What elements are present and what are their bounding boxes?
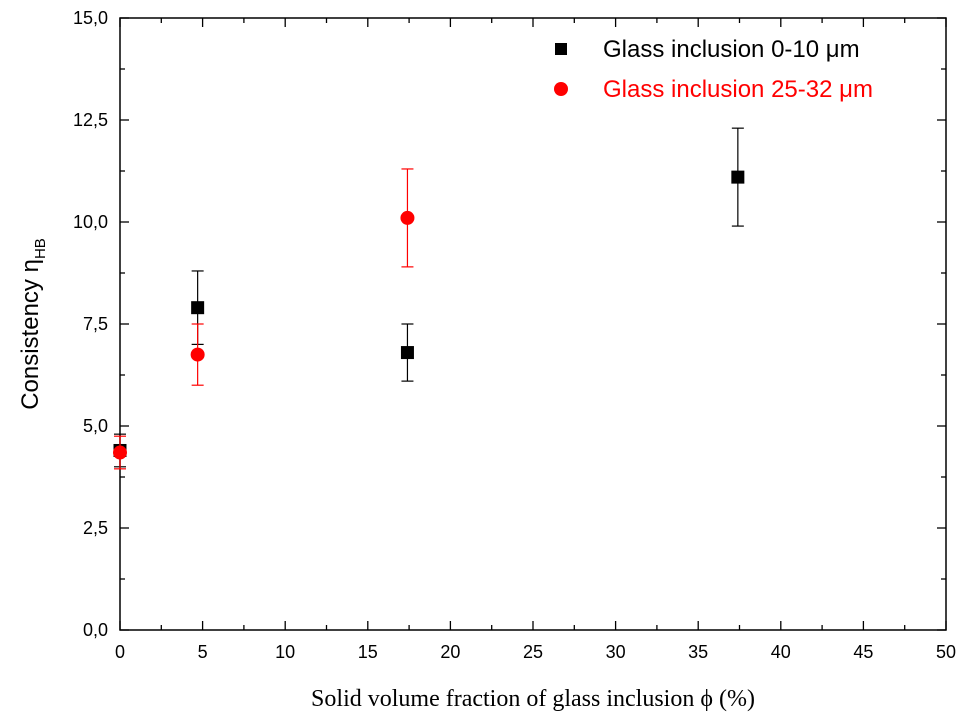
y-tick-label: 12,5 [73, 110, 108, 130]
x-tick-label: 15 [358, 642, 378, 662]
legend-marker-circle [554, 82, 568, 96]
axis-tick-labels: 0 5 10 15 20 25 30 35 40 45 50 0,0 2,5 5,0 7,5 10,0 12,5… [73, 8, 956, 662]
y-tick-label: 0,0 [83, 620, 108, 640]
y-tick-label: 10,0 [73, 212, 108, 232]
y-axis-label-main: Consistency η [17, 259, 44, 410]
data-point-circle [191, 348, 205, 362]
y-tick-label: 5,0 [83, 416, 108, 436]
y-axis-label-subscript: HB [32, 238, 49, 259]
x-tick-label: 50 [936, 642, 956, 662]
x-tick-label: 35 [688, 642, 708, 662]
data-points [113, 128, 744, 469]
y-tick-label: 7,5 [83, 314, 108, 334]
x-tick-label: 30 [606, 642, 626, 662]
y-axis-label: Consistency ηHB [17, 238, 49, 410]
data-point-circle [113, 446, 127, 460]
legend-label-series-1: Glass inclusion 0-10 μm [603, 36, 860, 63]
x-tick-label: 45 [853, 642, 873, 662]
x-tick-label: 5 [198, 642, 208, 662]
axis-ticks [120, 18, 946, 630]
x-tick-label: 25 [523, 642, 543, 662]
legend-marker-square [555, 43, 567, 55]
legend: Glass inclusion 0-10 μm Glass inclusion … [554, 36, 873, 103]
x-tick-label: 20 [440, 642, 460, 662]
x-axis-label: Solid volume fraction of glass inclusion… [311, 686, 755, 712]
y-tick-label: 2,5 [83, 518, 108, 538]
legend-label-series-2: Glass inclusion 25-32 μm [603, 76, 873, 103]
x-tick-label: 0 [115, 642, 125, 662]
data-point-square [191, 301, 204, 314]
data-point-circle [400, 211, 414, 225]
data-point-square [731, 171, 744, 184]
x-tick-label: 10 [275, 642, 295, 662]
plot-frame [120, 18, 946, 630]
x-tick-label: 40 [771, 642, 791, 662]
y-tick-label: 15,0 [73, 8, 108, 28]
data-point-square [401, 346, 414, 359]
